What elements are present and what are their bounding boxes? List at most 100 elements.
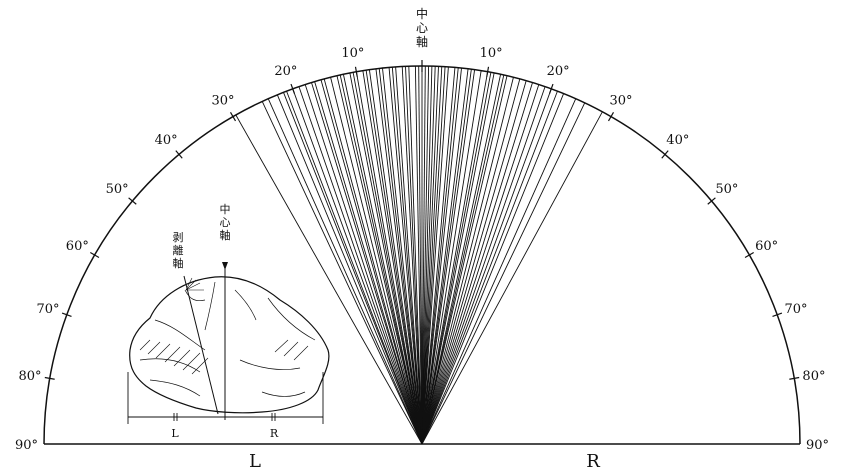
fan-line — [368, 69, 423, 445]
fan-line — [261, 101, 423, 445]
fan-line — [421, 88, 552, 445]
degree-label-left: 30° — [211, 93, 234, 108]
fan-line — [339, 74, 423, 445]
flake-scars — [139, 281, 316, 397]
degree-label-left: 70° — [36, 302, 59, 317]
fan-line — [336, 75, 423, 445]
degree-label-right: 20° — [547, 64, 570, 79]
degree-tick — [128, 197, 137, 205]
fan-line — [320, 79, 423, 445]
fan-line — [408, 66, 423, 445]
degree-label-left: 40° — [155, 133, 178, 148]
fan-line — [235, 114, 423, 445]
fan-line — [421, 78, 521, 445]
fan-line — [352, 72, 423, 445]
fan-line — [421, 80, 527, 445]
fan-line — [421, 66, 446, 445]
cortex-hatching — [139, 339, 309, 375]
platform-marks — [185, 277, 204, 291]
fan-line — [421, 70, 482, 445]
fan-line — [421, 69, 472, 445]
degree-tick — [175, 150, 183, 159]
inset-center-axis-label: 中心軸 — [220, 203, 231, 242]
degree-tick — [661, 150, 669, 159]
fan-line — [421, 84, 540, 445]
fan-line — [421, 66, 439, 445]
fan-line — [421, 71, 489, 445]
fan-line — [421, 75, 508, 445]
degree-labels: 10° 20° 30° 40° 50° 60° 70° 80° 90° 10° 20° 30° 40° 5… — [15, 46, 829, 453]
fan-line — [395, 66, 423, 445]
degree-tick — [229, 112, 237, 122]
degree-label-left: 80° — [19, 369, 42, 384]
degree-label-right: 80° — [802, 369, 825, 384]
degree-tick — [772, 312, 783, 317]
fan-line — [276, 94, 423, 445]
fan-line — [382, 68, 423, 445]
fan-line — [311, 82, 423, 445]
fan-line — [421, 66, 433, 445]
degree-label-left: 10° — [341, 46, 364, 61]
degree-label-right: 50° — [715, 182, 738, 197]
fan-line — [349, 72, 423, 445]
fan-line — [283, 92, 423, 445]
degree-label-left: 90° — [15, 438, 38, 453]
fan-line — [304, 84, 423, 445]
inset-side-left: L — [171, 427, 179, 440]
fan-line — [421, 111, 603, 445]
fan-line — [401, 66, 423, 445]
fan-line — [421, 66, 426, 445]
fan-line — [375, 68, 423, 445]
degree-label-right: 40° — [666, 133, 689, 148]
fan-line — [421, 72, 495, 445]
fan-line — [421, 69, 476, 445]
fan-line — [378, 68, 423, 445]
fan-line — [421, 86, 546, 445]
degree-label-right: 30° — [609, 93, 632, 108]
fan-line — [330, 77, 423, 445]
degree-label-left: 50° — [106, 182, 129, 197]
fan-line — [421, 66, 430, 445]
fan-line — [421, 66, 436, 445]
degree-label-right: 70° — [784, 302, 807, 317]
fan-line — [421, 93, 565, 445]
fan-line — [391, 67, 423, 445]
side-label-left: L — [249, 451, 261, 472]
fan-line — [388, 67, 423, 445]
fan-line — [421, 68, 469, 445]
side-label-right: R — [586, 451, 600, 472]
degree-tick — [44, 376, 55, 380]
vertical-text: 中心軸 — [220, 203, 231, 242]
inset-stone-tool: L R 剥離軸 中心軸 — [127, 203, 330, 440]
fan-line — [414, 66, 423, 445]
fan-line — [421, 90, 558, 445]
fan-line — [421, 68, 462, 445]
degree-tick — [707, 197, 716, 205]
fan-line — [286, 90, 423, 445]
fan-line — [323, 78, 423, 445]
fan-line — [418, 66, 423, 445]
degree-label-right: 60° — [755, 239, 778, 254]
stone-outline — [129, 276, 330, 414]
degree-tick — [789, 376, 800, 380]
degree-tick — [607, 112, 615, 122]
fan-line — [298, 86, 423, 445]
fan-lines — [235, 66, 603, 445]
fan-line — [421, 67, 459, 445]
degree-label-right: 10° — [480, 46, 503, 61]
fan-line — [421, 66, 449, 445]
degree-label-right: 90° — [806, 438, 829, 453]
fan-line — [421, 67, 456, 445]
fan-line — [421, 74, 505, 445]
degree-tick — [744, 251, 754, 259]
fan-line — [342, 74, 423, 445]
fan-line — [421, 82, 533, 445]
degree-tick — [61, 312, 72, 317]
inset-flake-axis-line — [183, 275, 219, 415]
degree-label-left: 60° — [66, 239, 89, 254]
vertical-text: 剥離軸 — [173, 231, 184, 270]
fan-line — [267, 98, 423, 445]
fan-line — [314, 81, 423, 445]
fan-line — [405, 66, 423, 445]
